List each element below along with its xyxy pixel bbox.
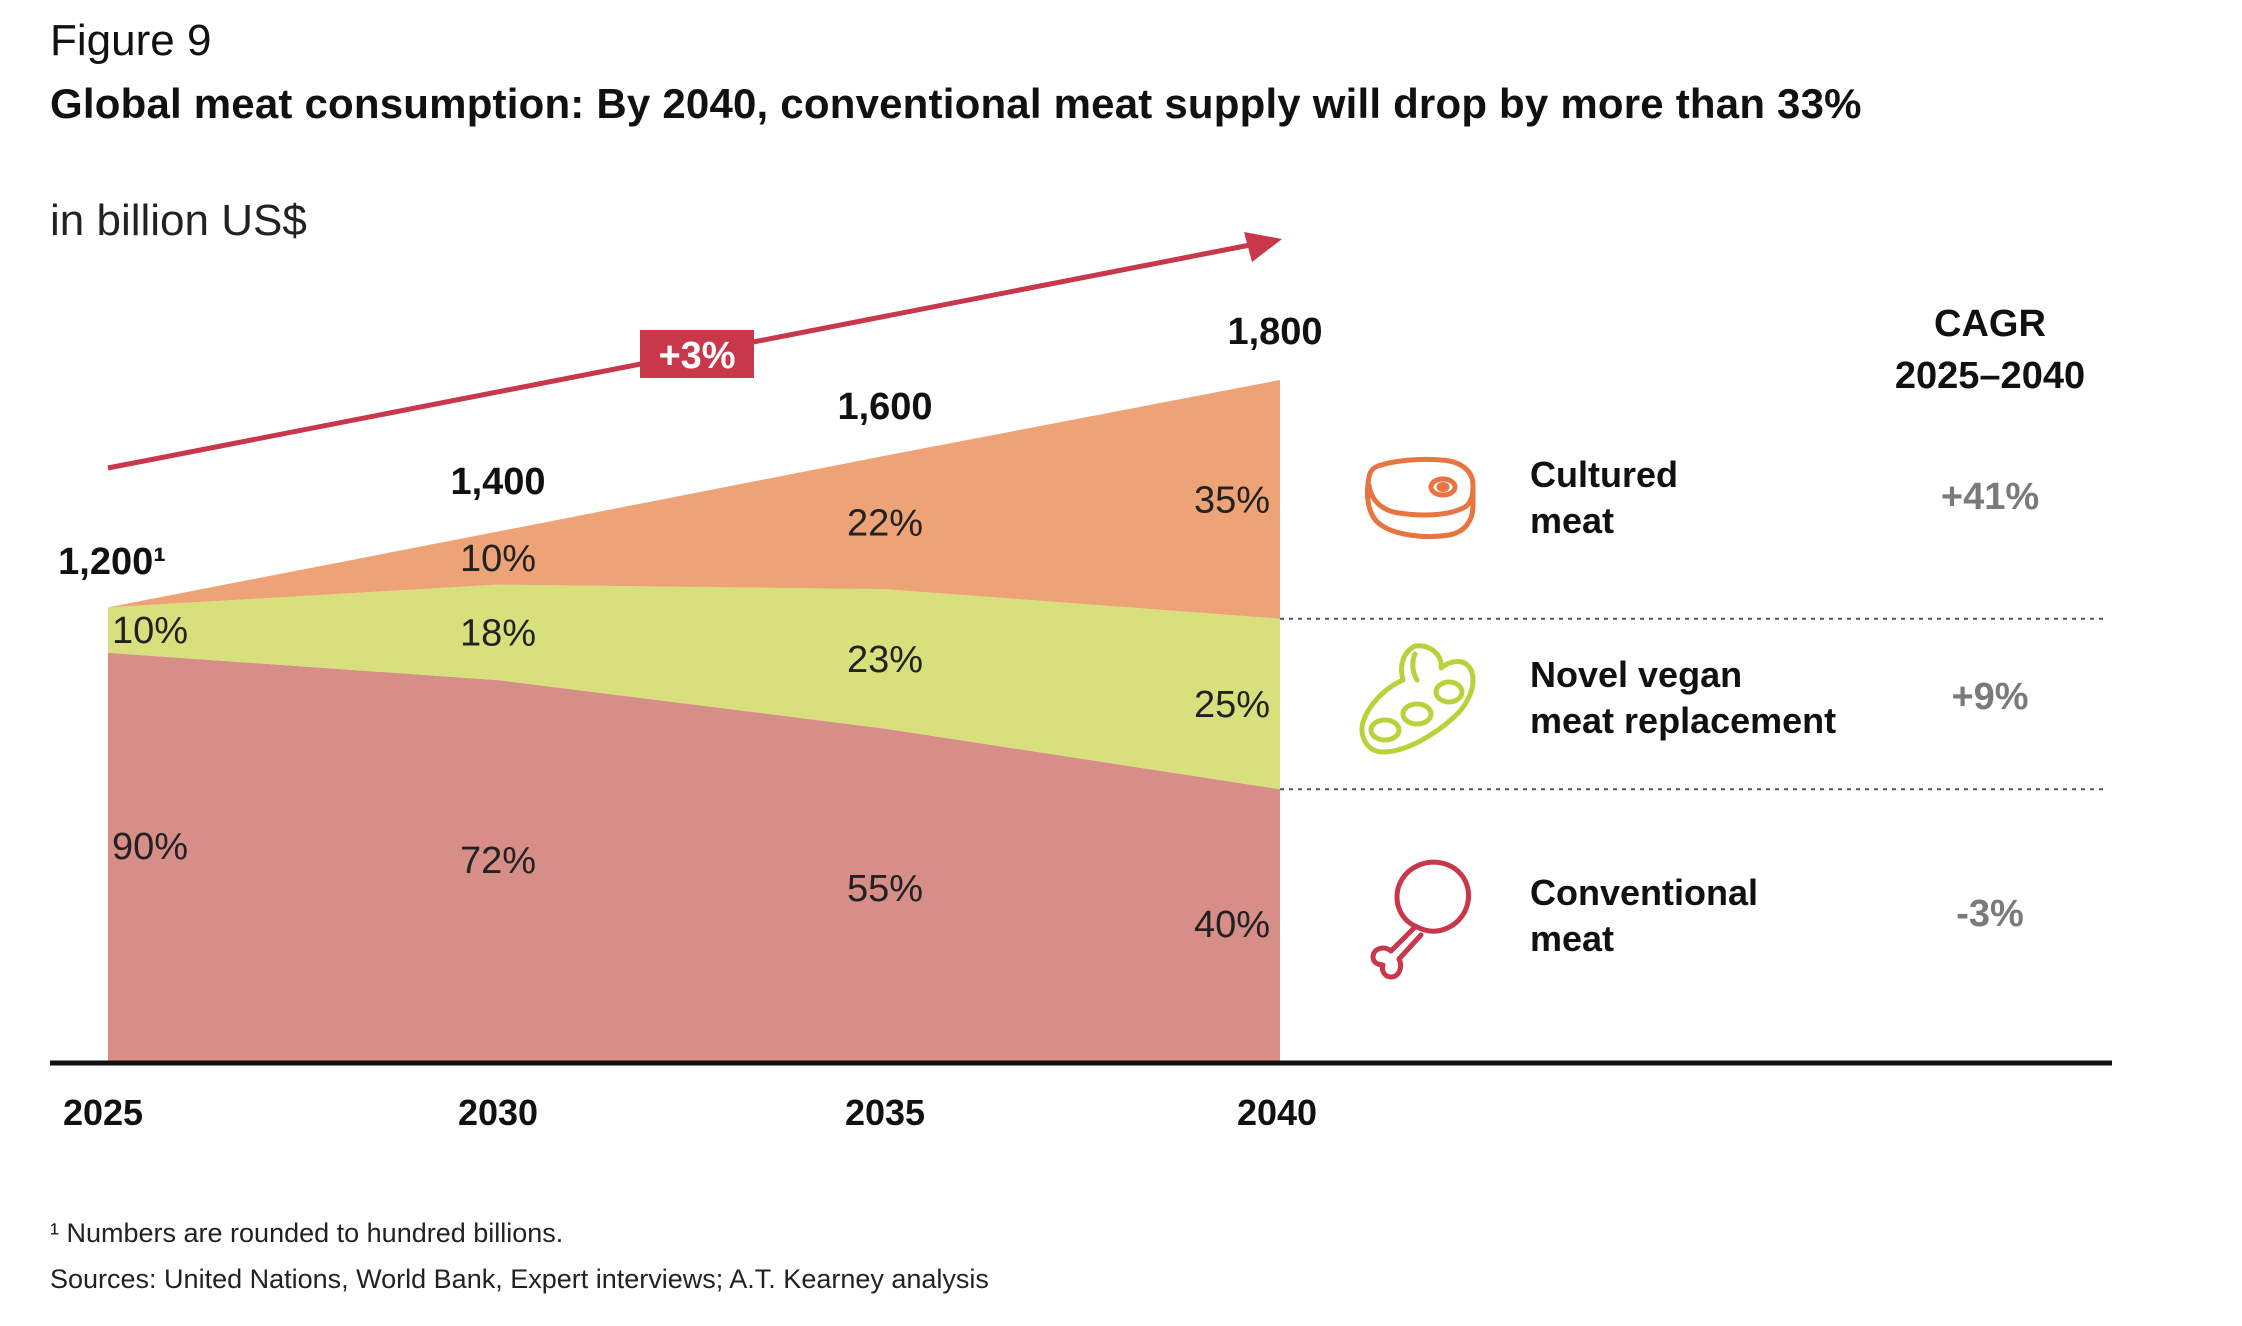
area-novel-vegan-meat-replacement — [108, 584, 1280, 790]
share-label: 23% — [847, 639, 923, 681]
cagr-header: CAGR 2025–2040 — [1830, 298, 2150, 402]
footnote-rounding: ¹ Numbers are rounded to hundred billion… — [50, 1218, 564, 1248]
share-label: 18% — [460, 612, 536, 654]
trend-arrow-head — [1244, 232, 1282, 262]
cagr-header-line1: CAGR — [1934, 303, 2046, 345]
soybean-icon — [1359, 643, 1476, 755]
total-label: 1,800 — [1227, 311, 1322, 353]
growth-badge — [640, 330, 754, 378]
share-label: 10% — [460, 538, 536, 580]
x-tick-label: 2030 — [458, 1092, 538, 1133]
area-cultured-meat — [108, 380, 1280, 619]
cagr-conventional: -3% — [1956, 893, 2024, 935]
growth-badge-text: +3% — [658, 335, 735, 377]
figure-label: Figure 9 — [50, 16, 212, 65]
footnote-sources: Sources: United Nations, World Bank, Exp… — [50, 1264, 989, 1294]
cagr-vegan: +9% — [1951, 676, 2029, 718]
share-label: 40% — [1194, 904, 1270, 946]
x-tick-label: 2025 — [63, 1092, 143, 1133]
x-tick-label: 2040 — [1237, 1092, 1317, 1133]
share-label: 35% — [1194, 479, 1270, 521]
share-label: 55% — [847, 868, 923, 910]
share-label: 90% — [112, 826, 188, 868]
legend-label-vegan: Novel vegan meat replacement — [1530, 654, 1837, 741]
total-label: 1,400 — [450, 461, 545, 503]
steak-icon — [1365, 456, 1476, 540]
legend-label-cultured: Cultured meat — [1530, 454, 1678, 541]
total-label: 1,600 — [837, 386, 932, 428]
chicken-leg-icon — [1370, 859, 1472, 980]
share-label: 22% — [847, 502, 923, 544]
area-conventional-meat — [108, 652, 1280, 1062]
share-label: 10% — [112, 610, 188, 652]
x-tick-label: 2035 — [845, 1092, 925, 1133]
cagr-cultured: +41% — [1940, 476, 2040, 518]
legend-label-conventional: Conventional meat — [1530, 872, 1759, 959]
chart-title: Global meat consumption: By 2040, conven… — [50, 80, 1862, 127]
cagr-header-line2: 2025–2040 — [1894, 355, 2086, 397]
share-label: 72% — [460, 840, 536, 882]
total-label: 1,200¹ — [58, 541, 166, 583]
share-label: 25% — [1194, 684, 1270, 726]
unit-label: in billion US$ — [50, 196, 307, 245]
